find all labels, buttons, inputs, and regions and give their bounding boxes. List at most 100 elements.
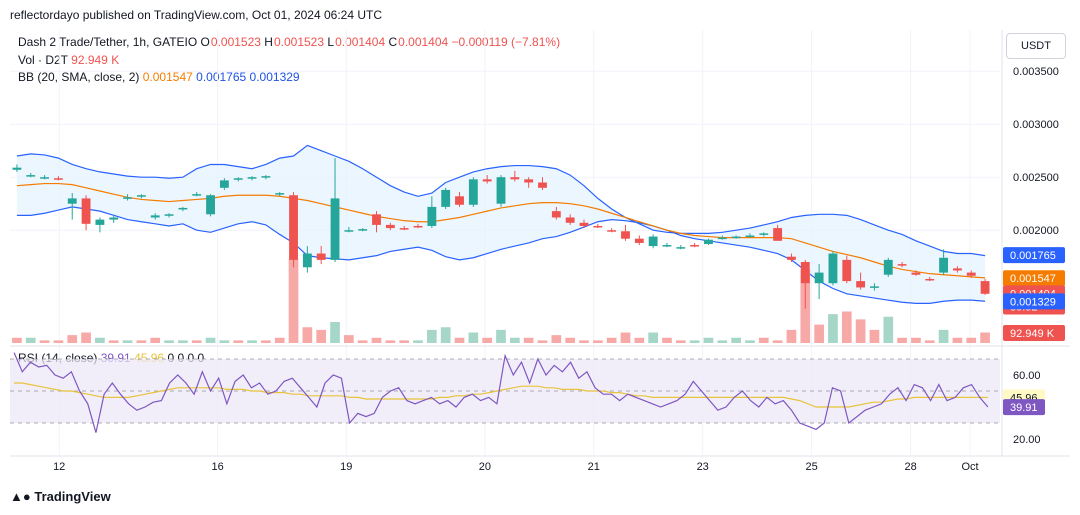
- candle-body: [800, 262, 810, 284]
- candle-body: [109, 217, 119, 220]
- price-tag: [1003, 270, 1065, 287]
- volume-bar: [316, 329, 327, 343]
- time-tick-label: 19: [340, 461, 352, 473]
- volume-label[interactable]: Vol · D2T: [18, 53, 68, 67]
- volume-bar: [828, 314, 838, 343]
- candle-body: [593, 225, 603, 228]
- volume-bar: [274, 337, 285, 343]
- candle-body: [939, 257, 949, 273]
- volume-bar: [136, 340, 147, 343]
- candle-body: [482, 179, 492, 182]
- candle-body: [247, 177, 257, 179]
- candle-body: [261, 176, 271, 178]
- bb-basis-line: [16, 182, 986, 279]
- volume-bar: [606, 337, 617, 343]
- candle-body: [731, 236, 741, 239]
- candle-body: [621, 231, 630, 239]
- candle-body: [717, 237, 727, 240]
- volume-bar: [399, 340, 410, 343]
- rsi-tick-label: 60.00: [1013, 370, 1041, 382]
- volume-bar: [496, 329, 506, 343]
- candle-body: [676, 247, 686, 249]
- volume-bar: [731, 337, 741, 343]
- candle-body: [399, 228, 409, 230]
- volume-bar: [855, 319, 866, 343]
- volume-bar: [980, 332, 990, 343]
- volume-bar: [745, 340, 755, 343]
- ohlc-legend: Dash 2 Trade/Tether, 1h, GATEIO O0.00152…: [18, 35, 560, 49]
- volume-bar: [523, 337, 534, 343]
- volume-bar: [385, 340, 396, 343]
- volume-bar: [772, 340, 783, 343]
- time-tick-label: 23: [697, 461, 709, 473]
- candle-body: [206, 195, 215, 215]
- candle-body: [634, 238, 644, 243]
- bb-label[interactable]: BB (20, SMA, close, 2): [18, 70, 140, 84]
- tradingview-logo[interactable]: ▲● TradingView: [10, 489, 111, 504]
- price-tag-label: 0.001765: [1010, 250, 1056, 262]
- candle-body: [441, 189, 451, 207]
- candle-body: [704, 239, 713, 244]
- candle-body: [316, 253, 326, 260]
- open-value: 0.001523: [210, 35, 261, 49]
- currency-button[interactable]: USDT: [1006, 33, 1066, 59]
- volume-bar: [468, 332, 479, 343]
- candle-body: [468, 179, 478, 205]
- volume-bar: [786, 329, 797, 343]
- close-label: C: [388, 35, 398, 49]
- candle-body: [607, 230, 617, 232]
- candle-body: [773, 228, 783, 241]
- volume-bar: [454, 337, 465, 343]
- volume-bar: [302, 327, 313, 343]
- volume-bar: [191, 340, 202, 343]
- published-line: reflectordayo published on TradingView.c…: [10, 8, 382, 22]
- candle-body: [787, 256, 796, 260]
- high-label: H: [264, 35, 273, 49]
- volume-value: 92.949 K: [71, 53, 120, 67]
- candle-body: [12, 167, 22, 170]
- volume-bar: [25, 337, 36, 343]
- volume-bar: [883, 316, 894, 343]
- rsi-tick-label: 20.00: [1013, 434, 1041, 446]
- time-tick-label: 25: [805, 461, 817, 473]
- candle-body: [53, 178, 63, 180]
- candle-body: [579, 222, 589, 226]
- candle-body: [828, 253, 838, 284]
- candle-body: [870, 286, 879, 288]
- candle-body: [123, 197, 132, 199]
- volume-bar: [81, 332, 91, 343]
- price-tick-label: 0.002500: [1013, 172, 1059, 184]
- volume-bar: [579, 340, 589, 343]
- rsi-tag-label: 39.91: [1010, 402, 1038, 414]
- time-tick-label: 20: [479, 461, 491, 473]
- bb-upper-value: 0.001765: [196, 70, 247, 84]
- symbol-name[interactable]: Dash 2 Trade/Tether, 1h, GATEIO: [18, 35, 198, 49]
- candle-body: [219, 180, 229, 188]
- high-value: 0.001523: [273, 35, 325, 49]
- candle-body: [524, 179, 534, 183]
- candle-body: [952, 268, 962, 271]
- volume-bar: [537, 340, 548, 343]
- candle-body: [538, 182, 547, 188]
- bb-lower-line: [16, 206, 986, 304]
- volume-bar: [371, 337, 382, 343]
- candle-body: [289, 195, 298, 260]
- rsi-tag: [1003, 399, 1045, 416]
- volume-bar: [897, 337, 907, 343]
- volume-bar: [247, 340, 257, 343]
- volume-bar: [689, 340, 700, 343]
- volume-bar: [330, 322, 340, 343]
- candle-body: [192, 194, 202, 196]
- candle-body: [565, 217, 575, 223]
- volume-bar: [634, 337, 645, 343]
- price-tag-label: 0.001547: [1010, 273, 1056, 285]
- candle-body: [302, 253, 312, 268]
- candles: [12, 158, 990, 309]
- volume-bar: [482, 337, 493, 343]
- bb-legend: BB (20, SMA, close, 2) 0.001547 0.001765…: [18, 70, 300, 84]
- candle-body: [427, 206, 437, 226]
- price-tag: [1003, 247, 1065, 264]
- volume-bar: [565, 337, 575, 343]
- volume-bar: [108, 340, 119, 343]
